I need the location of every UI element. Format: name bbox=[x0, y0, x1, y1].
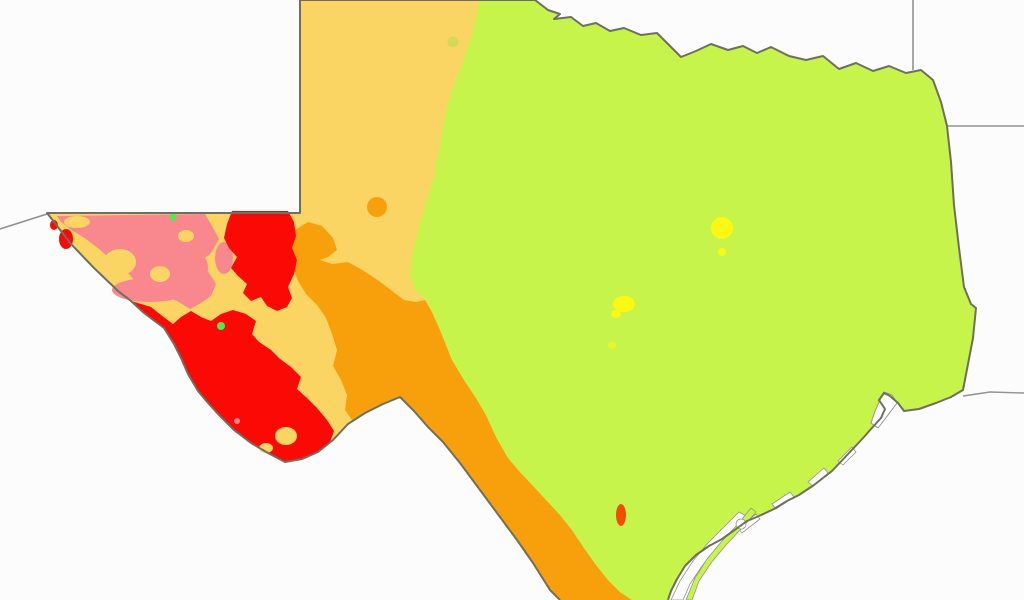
region-hot-desert-big-bend bbox=[131, 301, 334, 462]
urban-spot-dallas bbox=[711, 217, 733, 239]
highland-dot-faint-panhandle bbox=[447, 36, 459, 48]
urban-spot-san-antonio bbox=[613, 296, 635, 312]
highland-dot-davis-mountains bbox=[217, 322, 225, 330]
region-cold-desert-pink-strip bbox=[112, 278, 188, 302]
texas-state-border bbox=[46, 0, 977, 600]
sand-hole bbox=[104, 249, 136, 275]
sand-hole bbox=[64, 216, 90, 228]
sand-hole bbox=[275, 427, 297, 445]
louisiana-gulf-coastline bbox=[962, 391, 1024, 397]
sand-hole bbox=[178, 230, 194, 242]
region-hot-desert-midland bbox=[224, 211, 297, 311]
river-spot bbox=[616, 504, 626, 526]
sand-hole bbox=[150, 266, 170, 282]
highland-dot-guadalupe bbox=[169, 213, 177, 221]
state-line-new-mexico-mexico bbox=[0, 213, 48, 230]
region-hot-desert-el-paso-tip bbox=[50, 220, 58, 230]
region-hot-steppe-orange bbox=[290, 222, 632, 600]
region-cold-desert-pink-patch bbox=[215, 242, 233, 274]
coastal-bay-sliver bbox=[771, 491, 795, 510]
region-cold-desert-pink-patch bbox=[184, 252, 208, 284]
pink-speck bbox=[234, 418, 240, 424]
urban-spot-san-antonio-tail bbox=[611, 310, 621, 318]
region-humid-subtropical bbox=[410, 0, 976, 600]
urban-spot-faint bbox=[608, 341, 616, 349]
region-hot-steppe-orange-dot bbox=[367, 197, 387, 217]
urban-spot-dallas-small bbox=[718, 248, 726, 256]
